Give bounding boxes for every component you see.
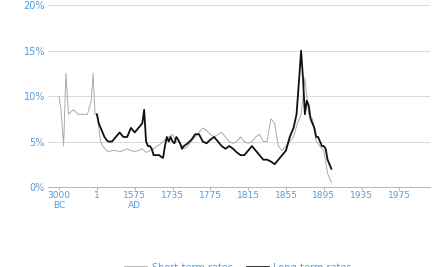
- Legend: Short-term rates, Long-term rates: Short-term rates, Long-term rates: [122, 259, 356, 267]
